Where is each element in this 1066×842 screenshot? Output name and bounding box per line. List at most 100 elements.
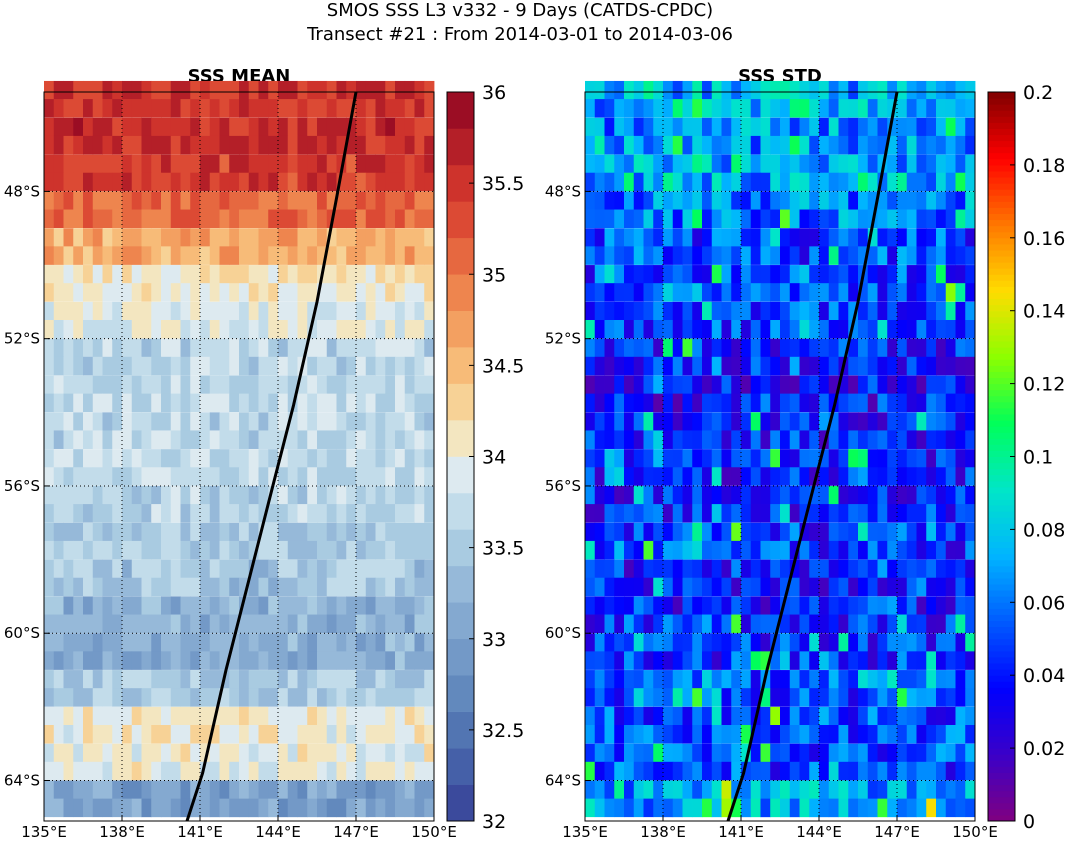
heatmap-cell <box>809 246 820 265</box>
heatmap-cell <box>73 596 84 615</box>
heatmap-cell <box>585 117 596 137</box>
heatmap-cell <box>170 577 181 597</box>
heatmap-cell <box>326 670 337 689</box>
heatmap-cell <box>287 320 298 339</box>
heatmap-cell <box>346 670 357 689</box>
heatmap-cell <box>248 356 259 376</box>
heatmap-cell <box>151 522 162 542</box>
heatmap-cell <box>346 688 357 707</box>
heatmap-cell <box>317 209 328 229</box>
colorbar-swatch <box>988 134 1015 142</box>
heatmap-cell <box>897 577 908 597</box>
heatmap-cell <box>365 577 376 597</box>
heatmap-cell <box>789 283 800 302</box>
heatmap-cell <box>848 670 859 689</box>
heatmap-cell <box>404 228 415 247</box>
colorbar-tick-label: 35 <box>482 264 506 286</box>
heatmap-cell <box>643 651 654 670</box>
heatmap-cell <box>209 651 220 670</box>
heatmap-cell <box>356 688 367 707</box>
heatmap-cell <box>287 154 298 174</box>
heatmap-cell <box>731 117 742 137</box>
heatmap-cell <box>278 338 289 358</box>
heatmap-cell <box>614 449 625 468</box>
colorbar-swatch <box>988 693 1015 700</box>
heatmap-cell <box>424 798 435 818</box>
heatmap-cell <box>365 209 376 229</box>
heatmap-cell <box>414 301 425 321</box>
heatmap-cell <box>711 559 722 579</box>
heatmap-cell <box>692 99 703 118</box>
heatmap-cell <box>897 540 908 560</box>
heatmap-cell <box>936 522 947 542</box>
heatmap-cell <box>692 412 703 431</box>
heatmap-cell <box>643 228 654 247</box>
heatmap-cell <box>219 99 230 118</box>
colorbar-swatch <box>988 280 1015 287</box>
heatmap-cell <box>926 522 937 542</box>
heatmap-cell <box>594 375 605 395</box>
heatmap-cell <box>268 191 279 210</box>
heatmap-cell <box>248 117 259 137</box>
heatmap-cell <box>239 780 250 800</box>
heatmap-cell <box>161 798 172 818</box>
colorbar-swatch <box>988 353 1015 360</box>
heatmap-cell <box>268 780 279 800</box>
heatmap-cell <box>268 154 279 174</box>
heatmap-cell <box>131 80 142 100</box>
heatmap-cell <box>653 356 664 376</box>
heatmap-cell <box>799 688 810 707</box>
heatmap-cell <box>663 209 674 229</box>
heatmap-cell <box>346 320 357 339</box>
heatmap-cell <box>604 651 615 670</box>
heatmap-cell <box>287 135 298 155</box>
heatmap-cell <box>789 596 800 615</box>
heatmap-cell <box>200 375 211 395</box>
heatmap-cell <box>219 725 230 744</box>
heatmap-cell <box>53 412 64 431</box>
heatmap-cell <box>268 80 279 100</box>
heatmap-cell <box>604 430 615 449</box>
heatmap-cell <box>200 467 211 486</box>
heatmap-cell <box>92 798 103 818</box>
heatmap-cell <box>365 191 376 210</box>
heatmap-cell <box>404 154 415 174</box>
colorbar-swatch <box>988 243 1015 251</box>
heatmap-cell <box>770 154 781 174</box>
heatmap-cell <box>112 320 123 339</box>
heatmap-cell <box>945 191 956 210</box>
heatmap-cell <box>112 449 123 468</box>
heatmap-cell <box>731 577 742 597</box>
heatmap-cell <box>965 191 976 210</box>
heatmap-cell <box>73 135 84 155</box>
heatmap-cell <box>278 485 289 505</box>
heatmap-cell <box>614 135 625 155</box>
heatmap-cell <box>828 467 839 486</box>
heatmap-cell <box>750 135 761 155</box>
heatmap-cell <box>385 320 396 339</box>
heatmap-cell <box>750 633 761 652</box>
heatmap-cell <box>44 338 55 358</box>
heatmap-cell <box>356 301 367 321</box>
colorbar-swatch <box>988 705 1015 713</box>
heatmap-cell <box>200 798 211 818</box>
heatmap-cell <box>258 375 269 395</box>
heatmap-cell <box>594 577 605 597</box>
heatmap-cell <box>789 320 800 339</box>
heatmap-cell <box>248 412 259 431</box>
heatmap-cell <box>711 798 722 818</box>
heatmap-cell <box>404 172 415 192</box>
heatmap-cell <box>404 246 415 265</box>
heatmap-cell <box>585 301 596 321</box>
y-tick-label: 56°S <box>545 477 581 495</box>
heatmap-cell <box>624 577 635 597</box>
heatmap-cell <box>624 706 635 726</box>
heatmap-cell <box>799 614 810 634</box>
heatmap-cell <box>604 798 615 818</box>
colorbar-swatch <box>988 298 1015 306</box>
heatmap-cell <box>258 135 269 155</box>
heatmap-cell <box>346 338 357 358</box>
heatmap-cell <box>258 99 269 118</box>
heatmap-cell <box>229 743 240 763</box>
heatmap-cell <box>945 283 956 302</box>
